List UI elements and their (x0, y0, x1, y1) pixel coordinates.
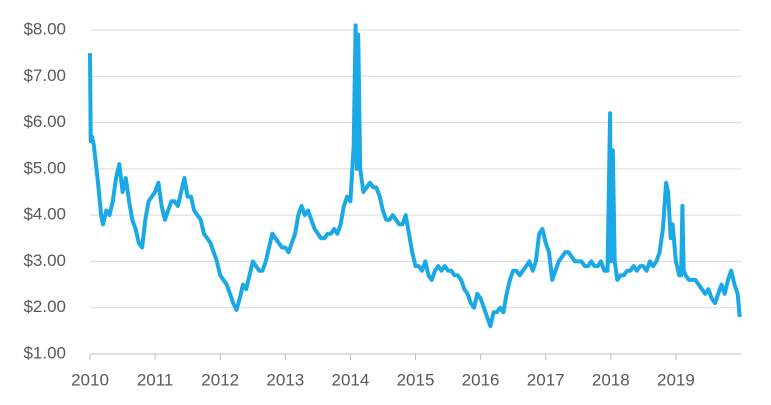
y-tick-label: $4.00 (23, 205, 66, 224)
y-tick-label: $8.00 (23, 19, 66, 38)
y-tick-label: $5.00 (23, 158, 66, 177)
x-tick-label: 2018 (592, 370, 630, 389)
y-tick-label: $3.00 (23, 251, 66, 270)
x-tick-label: 2014 (331, 370, 369, 389)
y-tick-label: $6.00 (23, 112, 66, 131)
x-tick-label: 2019 (657, 370, 695, 389)
x-tick-label: 2017 (527, 370, 565, 389)
y-tick-label: $1.00 (23, 343, 66, 362)
x-tick-label: 2013 (266, 370, 304, 389)
y-tick-label: $2.00 (23, 297, 66, 316)
price-line (88, 23, 742, 329)
y-tick-label: $7.00 (23, 66, 66, 85)
x-tick-label: 2016 (462, 370, 500, 389)
x-tick-label: 2010 (71, 370, 109, 389)
x-tick-label: 2011 (137, 370, 174, 389)
x-tick-label: 2015 (397, 370, 435, 389)
x-tick-label: 2012 (201, 370, 239, 389)
